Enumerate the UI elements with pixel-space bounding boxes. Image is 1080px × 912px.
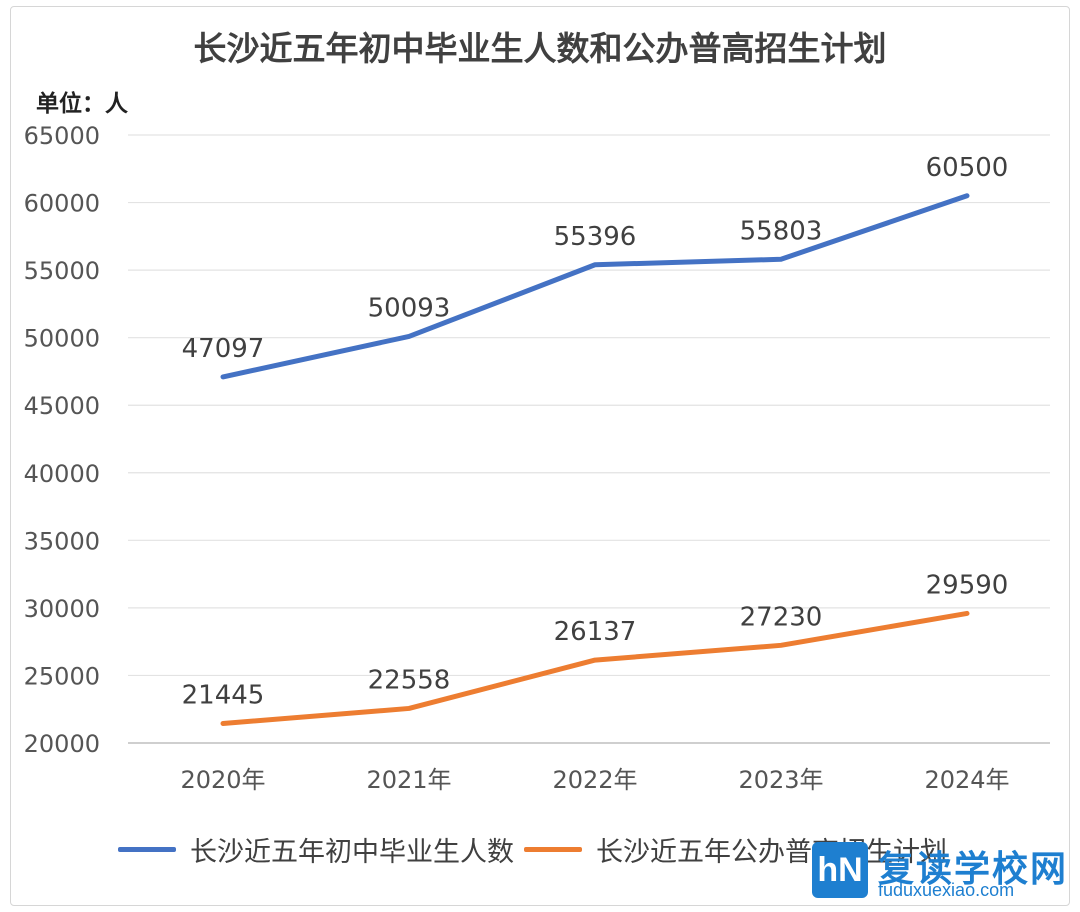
data-label: 55396 xyxy=(554,222,637,252)
data-label: 60500 xyxy=(926,153,1009,183)
x-tick-label: 2020年 xyxy=(180,766,265,794)
data-label: 47097 xyxy=(182,334,265,364)
data-label: 55803 xyxy=(740,216,823,246)
legend-item-enrollment: 长沙近五年公办普高招生计划 xyxy=(524,830,947,869)
legend-swatch-graduates xyxy=(118,847,176,852)
watermark: hN 复读学校网 fuduxuexiao.com xyxy=(812,840,1074,902)
data-label: 26137 xyxy=(554,617,637,647)
legend-label-enrollment: 长沙近五年公办普高招生计划 xyxy=(596,837,947,868)
watermark-logo: hN xyxy=(812,842,868,898)
y-tick-label: 45000 xyxy=(24,392,100,420)
legend-label-graduates: 长沙近五年初中毕业生人数 xyxy=(190,837,514,868)
data-label: 27230 xyxy=(740,602,823,632)
y-tick-label: 65000 xyxy=(24,122,100,150)
watermark-name: 复读学校网 xyxy=(878,849,1069,890)
y-tick-label: 30000 xyxy=(24,595,100,623)
y-tick-label: 55000 xyxy=(24,257,100,285)
legend-swatch-enrollment xyxy=(524,847,582,852)
legend-item-graduates: 长沙近五年初中毕业生人数 xyxy=(118,830,514,869)
y-tick-label: 35000 xyxy=(24,527,100,555)
data-label: 50093 xyxy=(368,293,451,323)
x-tick-label: 2024年 xyxy=(924,766,1009,794)
data-label: 21445 xyxy=(182,680,265,710)
watermark-url: fuduxuexiao.com xyxy=(878,880,1015,900)
legend: 长沙近五年初中毕业生人数 长沙近五年公办普高招生计划 xyxy=(118,830,957,869)
x-tick-label: 2023年 xyxy=(738,766,823,794)
chart-title: 长沙近五年初中毕业生人数和公办普高招生计划 xyxy=(193,29,887,68)
y-tick-label: 20000 xyxy=(24,730,100,758)
x-tick-label: 2021年 xyxy=(366,766,451,794)
y-tick-label: 60000 xyxy=(24,190,100,218)
unit-label: 单位：人 xyxy=(36,91,128,117)
data-label: 22558 xyxy=(368,665,451,695)
data-label: 29590 xyxy=(926,570,1009,600)
y-tick-label: 50000 xyxy=(24,325,100,353)
x-tick-label: 2022年 xyxy=(552,766,637,794)
chart-frame xyxy=(10,6,1070,906)
y-tick-label: 40000 xyxy=(24,460,100,488)
y-tick-label: 25000 xyxy=(24,662,100,690)
